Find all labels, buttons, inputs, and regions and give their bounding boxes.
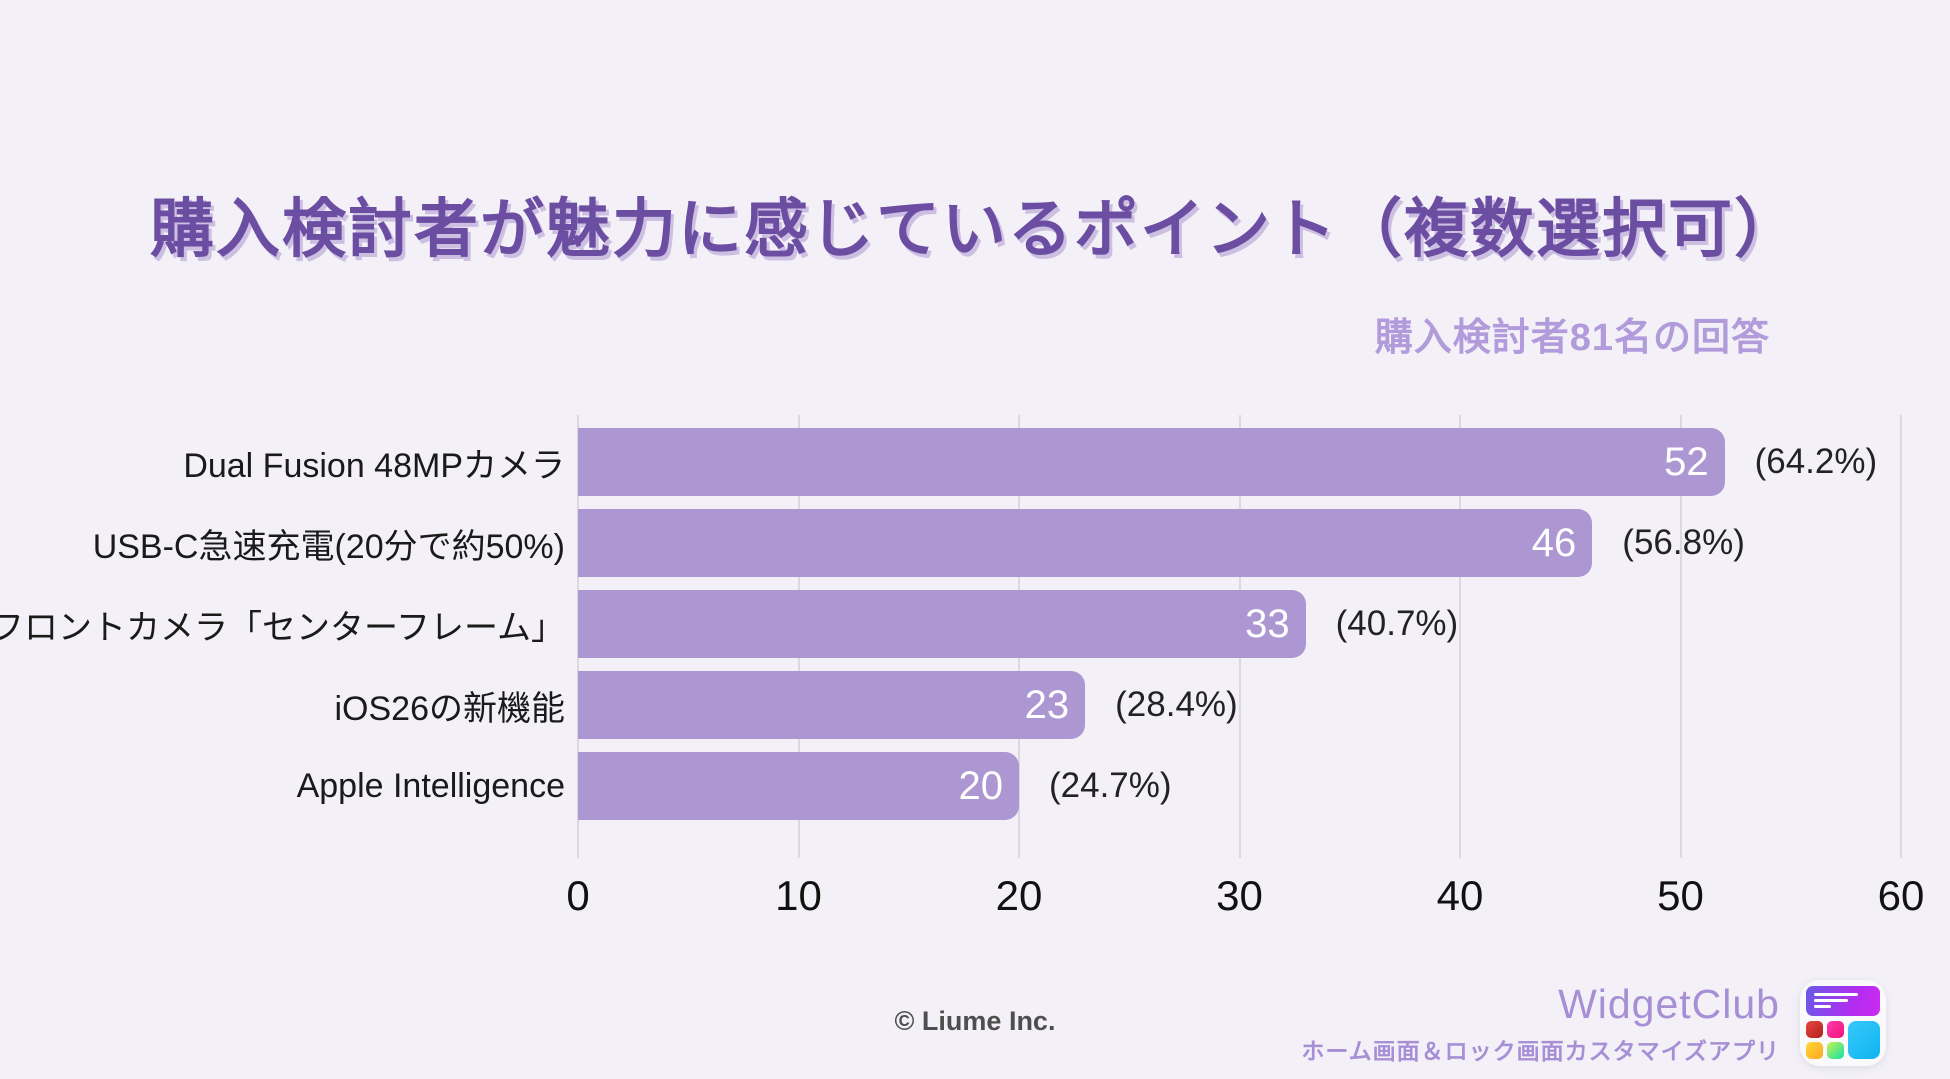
x-axis-tick: 30 [1216,872,1263,919]
icon-blue-tile [1848,1021,1880,1059]
chart-subtitle: 購入検討者81名の回答 [1374,317,1770,359]
x-axis-tick: 50 [1657,872,1704,919]
icon-pink-tile [1827,1021,1844,1038]
bar-percent-label: (56.8%) [1622,523,1745,562]
x-axis-tick: 40 [1436,872,1484,919]
bar-percent-label: (28.4%) [1115,685,1238,724]
bar-track: 46 (56.8%) [578,509,1901,577]
bar: 52 [578,428,1725,496]
brand-tagline: ホーム画面＆ロック画面カスタマイズアプリ [1301,1037,1780,1064]
icon-green-tile [1827,1042,1844,1059]
category-label: USB-C急速充電(20分で約50%) [92,527,565,566]
bar-track: 23 (28.4%) [578,671,1901,739]
bar-value-label: 46 [1531,520,1577,565]
widgetclub-app-icon [1800,980,1886,1066]
bar-row: Apple Intelligence 20 (24.7%) [0,752,1950,820]
bar-track: 20 (24.7%) [578,752,1901,820]
gridline-rule [1679,415,1682,858]
brand-text: WidgetClub ホーム画面＆ロック画面カスタマイズアプリ [1301,981,1780,1066]
chart-title: 購入検討者が魅力に感じているポイント（複数選択可） [150,193,1800,265]
bar-value-label: 20 [958,763,1004,808]
gridline-rule [1900,415,1902,858]
bar-percent-label: (64.2%) [1754,442,1878,481]
x-axis-tick: 0 [566,872,590,919]
brand-block: WidgetClub ホーム画面＆ロック画面カスタマイズアプリ [1301,980,1886,1066]
bar-percent-label: (24.7%) [1049,766,1172,805]
category-label: Dual Fusion 48MPカメラ [183,446,565,485]
x-axis-tick: 60 [1877,872,1925,919]
bar: 23 [578,671,1086,739]
category-label: Apple Intelligence [296,766,565,805]
bar-row: USB-C急速充電(20分で約50%) 46 (56.8%) [0,509,1950,577]
brand-name: WidgetClub [1558,980,1780,1027]
bar: 46 [578,509,1593,577]
icon-yellow-tile [1806,1042,1823,1059]
bar-track: 33 (40.7%) [578,590,1901,658]
bar-track: 52 (64.2%) [578,428,1901,496]
bar-row: iOS26の新機能 23 (28.4%) [0,671,1950,739]
bar-percent-label: (40.7%) [1335,604,1459,643]
bar-row: Dual Fusion 48MPカメラ 52 (64.2%) [0,428,1950,496]
x-axis-tick: 10 [775,872,822,919]
bar-value-label: 23 [1024,682,1070,727]
icon-widget-banner [1806,986,1880,1016]
gridline-rule [1459,415,1461,858]
bar-row: フロントカメラ「センターフレーム」 33 (40.7%) [0,590,1950,658]
bar: 33 [578,590,1306,658]
icon-red-tile [1806,1021,1823,1038]
category-label: フロントカメラ「センターフレーム」 [0,608,565,647]
x-axis-tick: 20 [995,872,1043,919]
copyright-text: © Liume Inc. [894,1006,1056,1036]
bar: 20 [578,752,1019,820]
bar-value-label: 33 [1245,601,1290,646]
bar-chart: 0 10 20 30 40 50 60 Dual Fusion 48MPカメラ … [0,415,1950,935]
bar-value-label: 52 [1664,439,1709,484]
category-label: iOS26の新機能 [334,689,566,728]
